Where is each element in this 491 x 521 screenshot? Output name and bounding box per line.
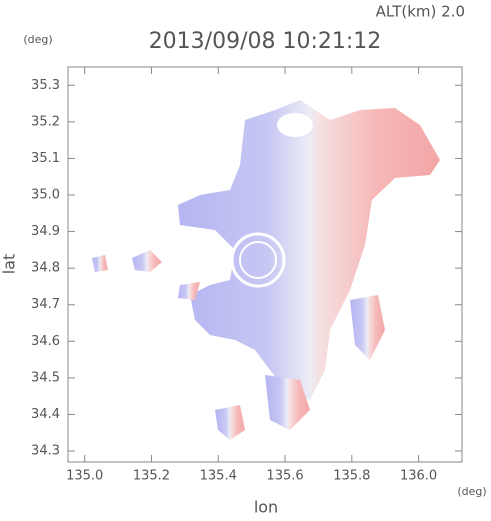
echo-field <box>92 100 440 440</box>
y-tick-label: 34.6 <box>31 334 60 349</box>
plot-frame <box>67 66 463 463</box>
y-axis-label: lat <box>0 254 19 275</box>
radar-ring <box>239 241 277 279</box>
x-tick-label: 136.0 <box>400 469 437 484</box>
echo-region <box>132 250 162 272</box>
y-tick-label: 34.5 <box>31 370 60 385</box>
radar-ring <box>230 232 286 288</box>
x-tick-label: 135.8 <box>333 469 370 484</box>
chart-title: 2013/09/08 10:21:12 <box>149 29 382 54</box>
y-tick-label: 34.7 <box>31 297 60 312</box>
x-axis-label: lon <box>254 498 278 517</box>
y-tick-label: 34.8 <box>31 261 60 276</box>
echo-region <box>350 295 385 360</box>
y-tick-label: 35.3 <box>31 78 60 93</box>
x-unit: (deg) <box>457 485 486 498</box>
y-tick-label: 35.0 <box>31 188 60 203</box>
x-tick-label: 135.4 <box>200 469 237 484</box>
y-tick-label: 34.3 <box>31 444 60 459</box>
x-tick-label: 135.2 <box>133 469 170 484</box>
y-tick-label: 34.4 <box>31 407 60 422</box>
echo-region <box>92 255 108 272</box>
x-tick-label: 135.0 <box>66 469 103 484</box>
echo-region <box>215 405 245 440</box>
altitude-label: ALT(km) 2.0 <box>376 3 465 21</box>
y-tick-label: 35.1 <box>31 151 60 166</box>
y-tick-label: 34.9 <box>31 224 60 239</box>
echo-region <box>265 375 310 430</box>
x-tick-label: 135.6 <box>266 469 303 484</box>
echo-region <box>178 100 440 400</box>
y-unit: (deg) <box>23 33 52 46</box>
echo-gaps <box>277 85 356 137</box>
y-tick-label: 35.2 <box>31 114 60 129</box>
echo-region <box>178 282 200 300</box>
